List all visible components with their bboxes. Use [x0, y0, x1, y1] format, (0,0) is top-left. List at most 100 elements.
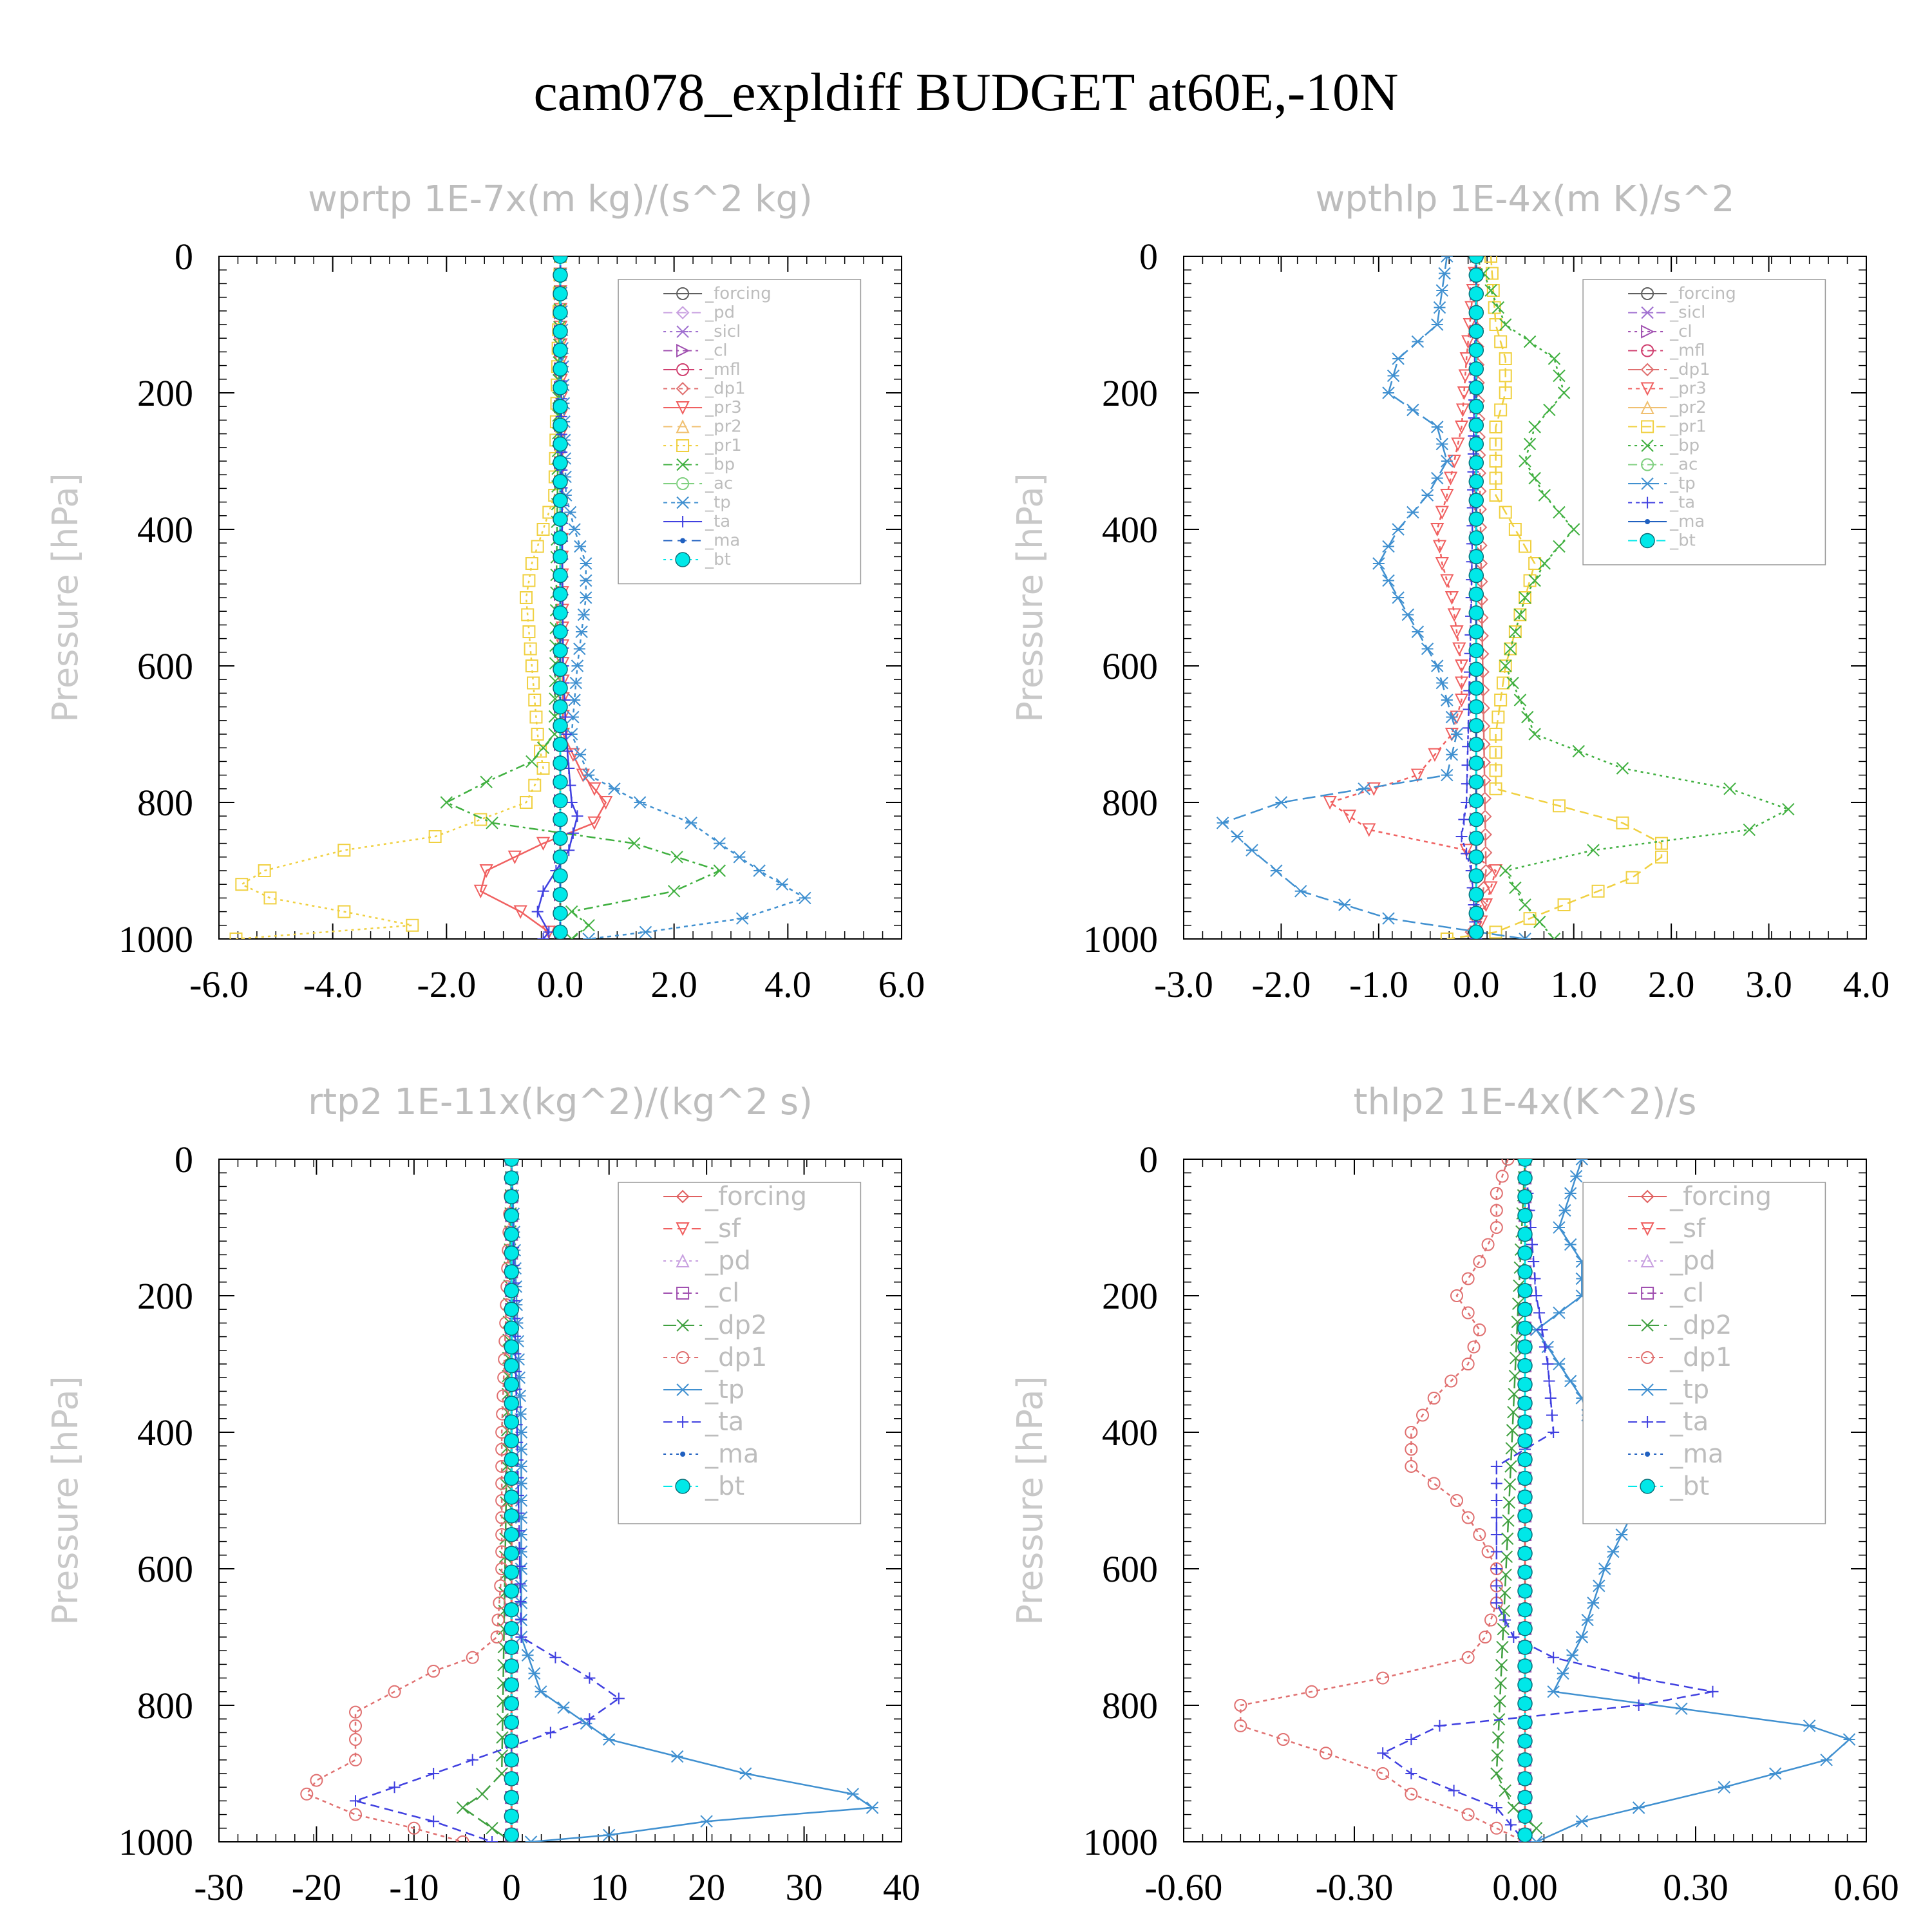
series-marker-dp1 [1461, 1306, 1475, 1320]
series-marker-pr3 [479, 864, 493, 878]
series-marker-pr3 [1455, 403, 1470, 417]
series-marker-bt [1517, 1414, 1533, 1430]
series-marker-bt [1468, 286, 1484, 302]
series-marker-bp [1548, 933, 1561, 939]
series-marker-bt [504, 1414, 520, 1430]
series-marker-tp [1382, 912, 1395, 925]
series-marker-pr1 [524, 642, 537, 656]
series-marker-bp [628, 837, 641, 850]
legend-label: _forcing [705, 1182, 807, 1211]
series-marker-bt [1468, 549, 1484, 565]
series-marker-bt [1517, 1226, 1533, 1242]
series-marker-ta [563, 844, 575, 857]
series-marker-bt [553, 586, 568, 602]
series-marker-tp [1564, 1187, 1577, 1200]
series-marker-pr1 [1499, 369, 1512, 383]
series-marker-bt [1517, 1470, 1533, 1486]
series-marker-tp [1530, 1835, 1543, 1842]
series-marker-pr1 [1494, 694, 1508, 706]
series-marker-bt [1468, 455, 1484, 471]
series-marker-bt [553, 474, 568, 489]
series-marker-bt [1517, 1208, 1533, 1224]
series-marker-bt [504, 1489, 520, 1505]
legend-label: _ta [705, 512, 730, 531]
series-marker-tp [1547, 1685, 1560, 1698]
series-marker-bt [1468, 380, 1484, 395]
y-tick-label: 200 [1102, 372, 1158, 414]
series-marker-bt [553, 849, 568, 865]
series-marker-pr3 [1454, 694, 1469, 708]
series-marker-tp [580, 591, 592, 604]
series-marker-bp [1523, 335, 1537, 348]
y-tick-label: 200 [1102, 1275, 1158, 1317]
series-marker-tp [569, 676, 582, 690]
series-marker-pr3 [1430, 523, 1444, 537]
series-marker-dp1 [1490, 1821, 1503, 1835]
series-marker-bt [1468, 755, 1484, 771]
legend-label: _cl [1669, 322, 1692, 341]
legend-marker [677, 516, 689, 527]
series-marker-bp [1519, 898, 1531, 911]
panel-title: wprtp 1E-7x(m kg)/(s^2 kg) [308, 178, 813, 220]
series-line-dp1 [1240, 1159, 1526, 1842]
series-marker-tp [1441, 256, 1454, 263]
legend-marker [1645, 519, 1651, 524]
series-marker-tp [568, 694, 581, 706]
series-marker-bp [1587, 844, 1600, 857]
series-marker-dp2 [1494, 1677, 1508, 1690]
series-marker-dp1 [1479, 1631, 1492, 1643]
series-marker-dp2 [1507, 1406, 1520, 1419]
series-marker-bp [1572, 744, 1585, 758]
series-marker-ta [466, 1754, 478, 1766]
legend-label: _tp [705, 493, 731, 513]
series-marker-bp [1557, 386, 1571, 399]
series-marker-bt [553, 361, 568, 377]
series-marker-pr1 [1499, 506, 1512, 519]
series-marker-tp [527, 1667, 541, 1680]
series-marker-bt [553, 737, 568, 752]
legend-marker [676, 363, 690, 376]
series-marker-bt [1517, 1546, 1533, 1561]
series-marker-bt [1517, 1621, 1533, 1636]
series-marker-bt [1517, 1640, 1533, 1655]
series-marker-pr1 [406, 918, 419, 932]
series-marker-pr3 [1410, 768, 1425, 782]
series-marker-bp [1553, 506, 1566, 519]
legend-marker [676, 419, 690, 433]
series-marker-ta [1405, 1768, 1417, 1779]
series-marker-bt [504, 1771, 520, 1786]
series-marker-pr1 [1499, 659, 1512, 672]
legend-label: _bp [705, 455, 735, 475]
series-marker-bp [1543, 403, 1556, 417]
y-axis-label: Pressure [hPa] [45, 473, 86, 722]
series-marker-dp1 [1405, 1426, 1418, 1439]
legend-marker [676, 458, 689, 471]
series-marker-bp [1506, 676, 1519, 690]
legend-marker [676, 382, 690, 395]
legend-label: _cl [1669, 1278, 1704, 1308]
series-marker-pr1 [1494, 403, 1508, 417]
legend-marker [1641, 344, 1654, 357]
series-marker-tp [1768, 1767, 1782, 1780]
series-marker-pr1 [521, 608, 535, 621]
series-marker-bt [1517, 1159, 1533, 1167]
y-axis-label: Pressure [hPa] [1010, 473, 1050, 722]
series-marker-bt [504, 1790, 520, 1805]
y-tick-label: 400 [137, 509, 193, 551]
legend-label: _ac [1669, 455, 1698, 475]
series-marker-bp [582, 919, 595, 932]
series-marker-bt [553, 567, 568, 583]
series-marker-tp [753, 864, 766, 877]
legend-marker [676, 287, 690, 300]
series-marker-pr1 [235, 878, 249, 891]
series-marker-ta [388, 1781, 401, 1794]
series-marker-tp [1569, 1170, 1583, 1183]
series-marker-tp [1587, 1596, 1600, 1609]
legend-box [1582, 279, 1826, 565]
series-marker-bp [1509, 625, 1522, 638]
series-marker-dp2 [1530, 1822, 1543, 1835]
series-marker-tp [574, 748, 587, 761]
series-marker-ta [1633, 1700, 1645, 1711]
x-tick-label: -0.30 [1316, 1866, 1394, 1908]
series-marker-tp [1441, 694, 1454, 706]
